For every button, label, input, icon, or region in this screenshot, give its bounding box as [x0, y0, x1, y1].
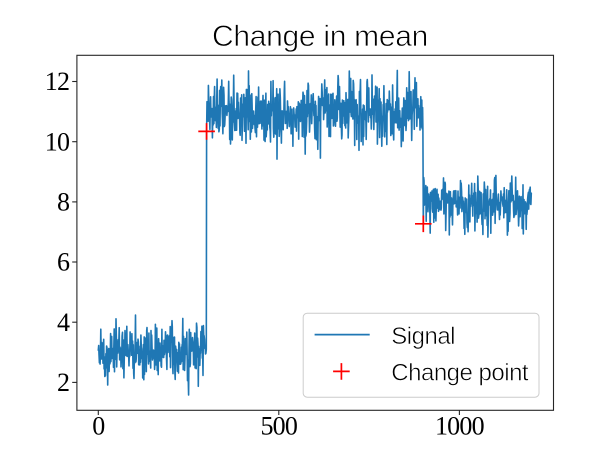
svg-text:2: 2	[57, 368, 69, 397]
svg-text:Signal: Signal	[391, 323, 455, 350]
svg-text:4: 4	[57, 308, 70, 337]
svg-text:Change point: Change point	[391, 359, 529, 386]
svg-text:10: 10	[45, 127, 70, 156]
svg-text:Change in mean: Change in mean	[212, 20, 428, 53]
svg-text:1000: 1000	[435, 412, 485, 441]
svg-text:8: 8	[57, 188, 70, 217]
svg-text:12: 12	[45, 67, 69, 96]
svg-text:500: 500	[260, 412, 297, 441]
svg-text:6: 6	[57, 248, 70, 277]
svg-text:0: 0	[92, 412, 105, 441]
